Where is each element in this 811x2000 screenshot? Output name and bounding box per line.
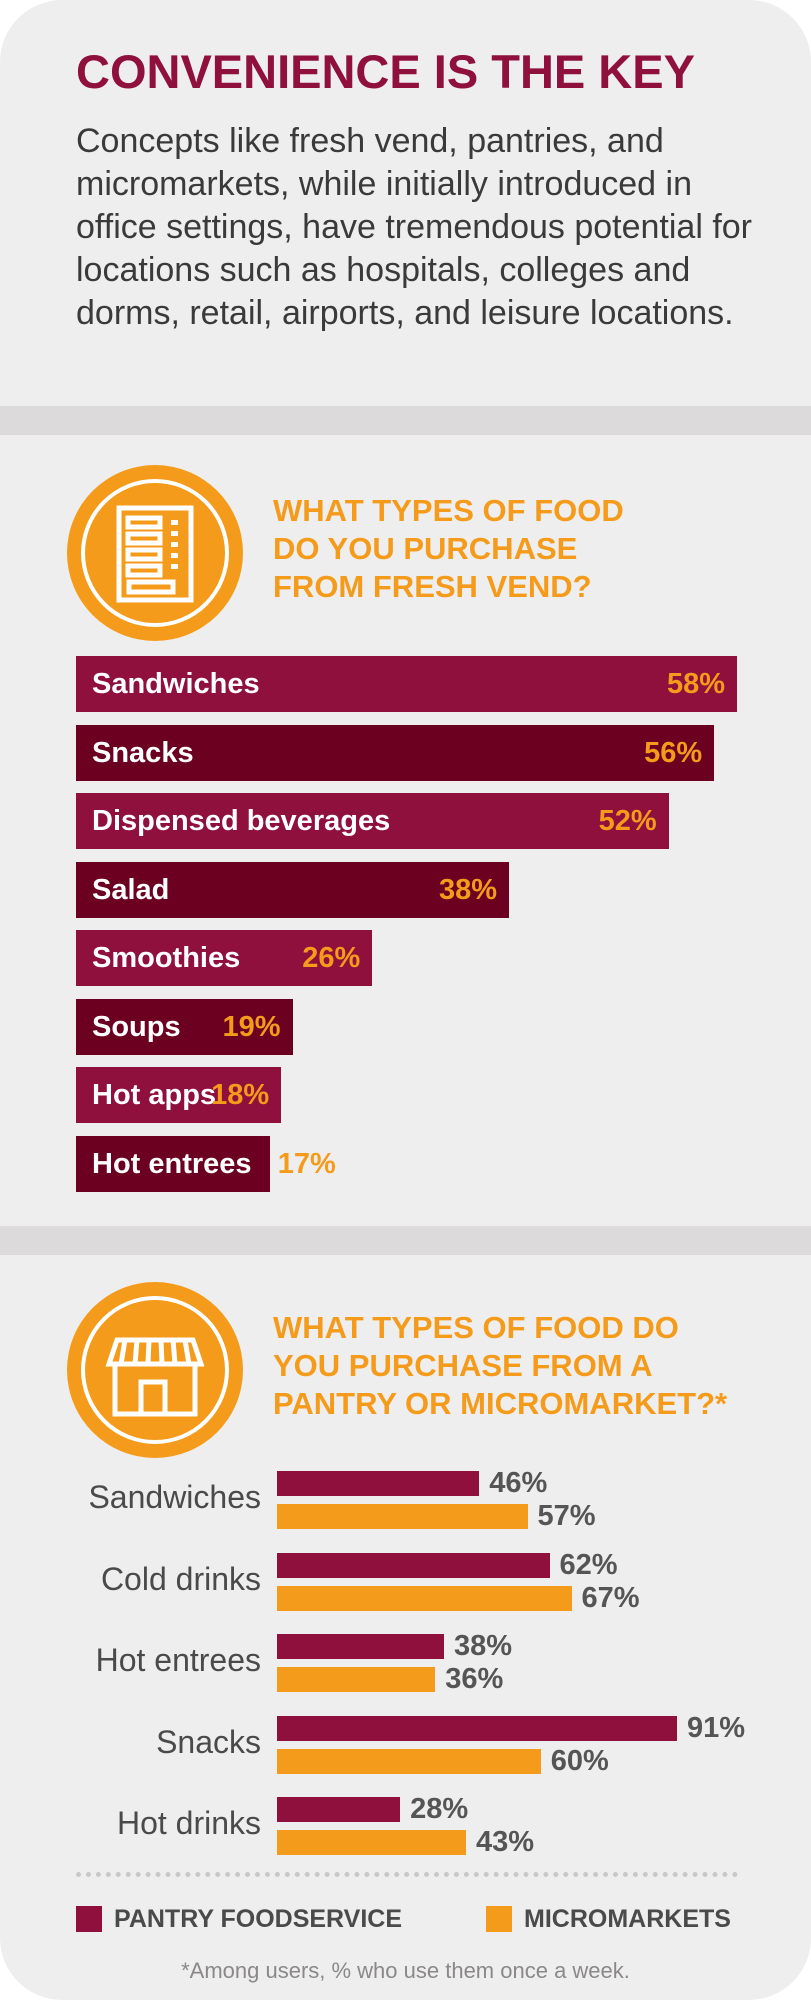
- dotted-divider: [76, 1872, 738, 1877]
- legend-swatch: [486, 1906, 512, 1932]
- vending-machine-badge: [67, 465, 243, 641]
- legend-label: MICROMARKETS: [524, 1905, 731, 1933]
- category-label: Sandwiches: [88, 1479, 261, 1515]
- vending-machine-icon: [116, 505, 194, 603]
- page-title: CONVENIENCE IS THE KEY: [76, 45, 695, 98]
- storefront-badge: [67, 1282, 243, 1458]
- bar-value-label: 52%: [598, 805, 657, 837]
- bar-category-label: Soups: [92, 1010, 181, 1043]
- pantry-bar: [277, 1552, 550, 1578]
- footnote: *Among users, % who use them once a week…: [181, 1958, 630, 1983]
- micromarket-question: WHAT TYPES OF FOOD DO YOU PURCHASE FROM …: [273, 1309, 727, 1423]
- bar-value-label: 57%: [537, 1500, 596, 1532]
- category-label: Snacks: [156, 1723, 261, 1760]
- fresh-vend-bar: Hot apps 18%: [76, 1067, 282, 1123]
- bar-value-label: 58%: [666, 668, 725, 700]
- legend-swatch: [76, 1906, 102, 1932]
- bar-value-label: 26%: [302, 942, 361, 974]
- bar-category-label: Sandwiches: [92, 668, 260, 700]
- fresh-vend-bar: Snacks 56%: [76, 724, 715, 781]
- bar-value-label: 18%: [211, 1079, 270, 1111]
- micromarket-bar: [277, 1504, 528, 1529]
- bar-value-label: 28%: [410, 1793, 469, 1825]
- bar-category-label: Hot entrees: [92, 1147, 252, 1180]
- pantry-bar: [277, 1797, 401, 1822]
- fresh-vend-bar: Salad 38%: [76, 861, 510, 918]
- question-line: YOU PURCHASE FROM A: [273, 1348, 653, 1383]
- bar-value-label: 62%: [559, 1548, 618, 1581]
- question-line: WHAT TYPES OF FOOD DO: [273, 1310, 679, 1345]
- question-line: PANTRY OR MICROMARKET?*: [273, 1386, 728, 1421]
- question-line: WHAT TYPES OF FOOD: [273, 493, 624, 528]
- section-divider: [0, 406, 811, 435]
- storefront-icon: [105, 1337, 205, 1417]
- fresh-vend-bar: Soups 19%: [76, 998, 293, 1055]
- bar-value-label: 67%: [581, 1581, 640, 1614]
- bar-value-label: 56%: [644, 736, 703, 769]
- bar-category-label: Smoothies: [92, 942, 241, 974]
- bar-value-label: 19%: [222, 1010, 281, 1043]
- bar-value-label: 43%: [476, 1826, 535, 1858]
- fresh-vend-bar: Sandwiches 58%: [76, 656, 737, 712]
- section-divider: [0, 1226, 811, 1255]
- bar-value-label: 60%: [550, 1744, 609, 1777]
- fresh-vend-bar: Smoothies 26%: [76, 930, 373, 986]
- fresh-vend-question: WHAT TYPES OF FOOD DO YOU PURCHASE FROM …: [273, 492, 624, 606]
- bar-category-label: Snacks: [92, 736, 194, 769]
- bar-category-label: Dispensed beverages: [92, 805, 391, 837]
- bar-value-label: 38%: [439, 873, 498, 906]
- bar-category-label: Hot apps: [92, 1079, 217, 1111]
- category-label: Hot entrees: [95, 1642, 261, 1678]
- bar-value-label: 91%: [687, 1711, 746, 1744]
- pantry-bar: [277, 1634, 445, 1659]
- bar-value-label: 17%: [277, 1147, 336, 1180]
- question-line: FROM FRESH VEND?: [273, 569, 592, 604]
- bar-value-label: 46%: [489, 1467, 548, 1499]
- category-label: Hot drinks: [116, 1805, 261, 1841]
- pantry-bar: [277, 1715, 677, 1741]
- bar-value-label: 38%: [454, 1630, 513, 1662]
- intro-paragraph: Concepts like fresh vend, pantries, and …: [76, 122, 752, 332]
- pantry-bar: [277, 1471, 480, 1496]
- micromarket-bar: [277, 1585, 572, 1611]
- question-line: DO YOU PURCHASE: [273, 531, 578, 566]
- fresh-vend-bar: Dispensed beverages 52%: [76, 793, 669, 849]
- category-label: Cold drinks: [100, 1560, 261, 1597]
- bar-value-label: 36%: [445, 1663, 504, 1695]
- fresh-vend-bar: Hot entrees 17%: [76, 1135, 336, 1192]
- micromarket-bar: [277, 1667, 436, 1692]
- micromarket-bar: [277, 1748, 541, 1774]
- legend-label: PANTRY FOODSERVICE: [114, 1905, 403, 1933]
- micromarket-bar: [277, 1830, 466, 1855]
- bar-category-label: Salad: [92, 873, 170, 906]
